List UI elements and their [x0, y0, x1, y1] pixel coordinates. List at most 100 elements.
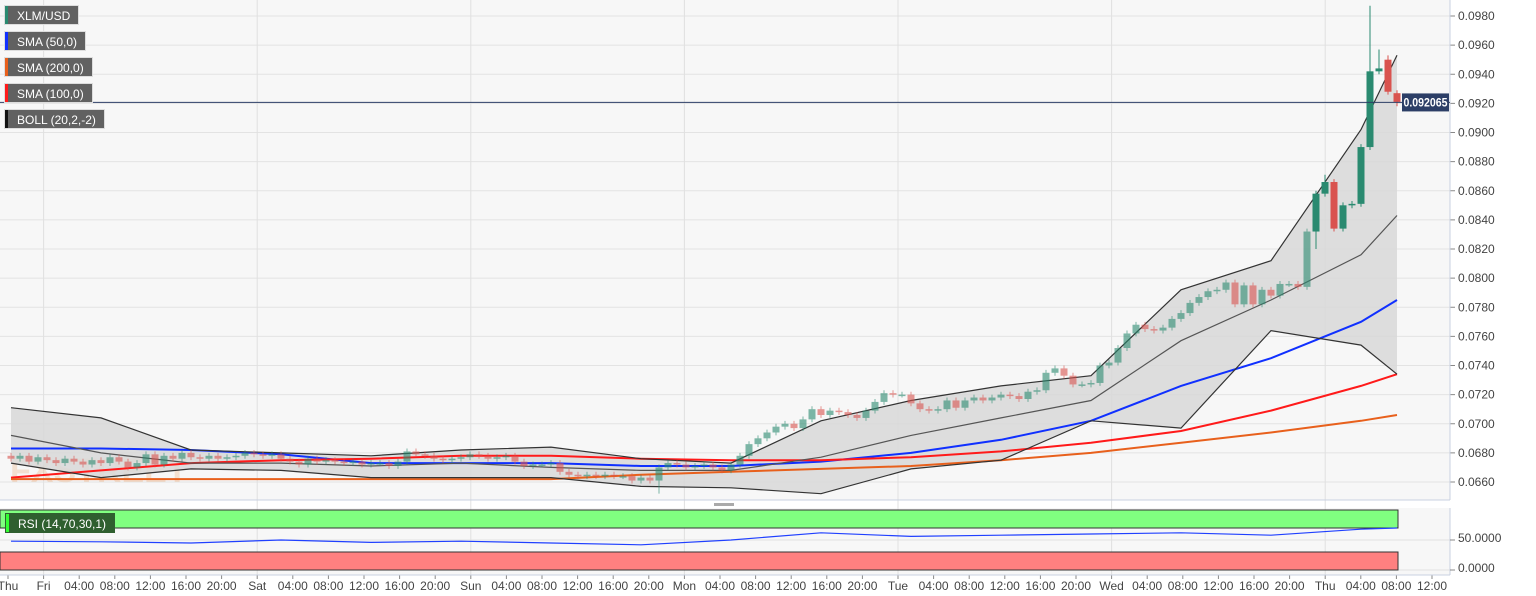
candle	[844, 409, 852, 418]
candle	[70, 455, 78, 465]
candle-body	[1312, 193, 1320, 232]
candle	[376, 460, 384, 466]
candle	[1285, 281, 1293, 287]
candle-body	[61, 458, 69, 464]
legend-xlmusd[interactable]: XLM/USD	[4, 5, 80, 25]
candle-body	[1060, 368, 1068, 376]
candle-body	[70, 458, 78, 462]
candle	[772, 423, 780, 436]
candle-body	[988, 397, 996, 401]
candle-body	[1321, 182, 1329, 194]
candle-body	[619, 476, 627, 478]
y-tick-label: 0.0820	[1458, 242, 1495, 256]
candle-body	[430, 455, 438, 459]
candle	[151, 451, 159, 468]
y-tick-label: 0.0880	[1458, 155, 1495, 169]
candle-body	[277, 454, 285, 459]
y-tick-label: 0.0720	[1458, 388, 1495, 402]
candle	[682, 461, 690, 471]
candle	[1321, 174, 1329, 197]
candle-body	[862, 410, 870, 418]
candle-body	[916, 403, 924, 410]
candle-body	[1285, 283, 1293, 286]
candle	[1060, 365, 1068, 379]
candle-body	[601, 474, 609, 477]
candle	[952, 397, 960, 411]
candle-body	[412, 451, 420, 455]
candle	[331, 457, 339, 465]
candle-body	[727, 464, 735, 471]
candle-body	[358, 461, 366, 465]
candle-body	[124, 461, 132, 468]
candle	[205, 452, 213, 462]
candle-body	[376, 463, 384, 465]
legend-rsi[interactable]: RSI (14,70,30,1)	[5, 513, 116, 533]
candle	[340, 458, 348, 466]
candle	[421, 451, 429, 459]
candle	[916, 400, 924, 413]
candle	[1330, 179, 1338, 232]
candle	[538, 461, 546, 468]
candle	[1105, 359, 1113, 369]
current-price-tag	[1402, 93, 1449, 112]
y-tick-label: 0.0980	[1458, 9, 1495, 23]
candle-body	[889, 393, 897, 395]
legend-boll[interactable]: BOLL (20,2,-2)	[4, 109, 105, 129]
candle-body	[610, 474, 618, 477]
x-tick-label: 04:00	[491, 579, 521, 593]
candle-body	[1330, 182, 1338, 229]
legend-label: SMA (50,0)	[17, 35, 78, 49]
candle	[970, 394, 978, 404]
rsi-tick-label: 50.0000	[1458, 531, 1502, 545]
candle	[988, 394, 996, 404]
rsi-line	[10, 527, 1398, 546]
candle-body	[709, 464, 717, 468]
candle	[1249, 282, 1257, 308]
panel-resize-handle[interactable]	[714, 503, 734, 506]
candle	[304, 455, 312, 468]
candle-body	[97, 460, 105, 464]
candle	[826, 407, 834, 418]
candle-body	[169, 455, 177, 459]
candle	[394, 458, 402, 469]
candle-body	[961, 400, 969, 408]
rsi-oversold-zone	[0, 551, 1399, 571]
candle-body	[871, 401, 879, 411]
candle	[1267, 286, 1275, 299]
candle	[322, 457, 330, 465]
candle	[502, 452, 510, 461]
candle	[853, 412, 861, 421]
candle	[1177, 310, 1185, 322]
candle-body	[817, 409, 825, 416]
candle	[1123, 330, 1131, 351]
candle	[1087, 380, 1095, 388]
candle	[808, 406, 816, 423]
candle	[934, 406, 942, 414]
x-tick-label: 12:00	[563, 579, 593, 593]
candle-body	[250, 452, 258, 455]
legend-color-swatch	[5, 84, 8, 102]
legend-sma50[interactable]: SMA (50,0)	[4, 31, 87, 51]
x-tick-label: Sun	[460, 579, 481, 593]
candle	[277, 451, 285, 462]
y-tick-label: 0.0740	[1458, 359, 1495, 373]
legend-sma100[interactable]: SMA (100,0)	[4, 83, 93, 103]
candle	[664, 460, 672, 471]
candle-body	[1015, 396, 1023, 399]
candle	[907, 391, 915, 407]
candle	[943, 397, 951, 413]
candle-body	[997, 394, 1005, 398]
legend-sma200[interactable]: SMA (200,0)	[4, 57, 93, 77]
candle	[1366, 5, 1374, 150]
candle	[7, 452, 15, 462]
candle-body	[628, 476, 636, 481]
candle-body	[187, 452, 195, 458]
candle-body	[682, 464, 690, 468]
y-tick-label: 0.0920	[1458, 96, 1495, 110]
candle-body	[592, 474, 600, 477]
candle-body	[934, 409, 942, 411]
candle-body	[925, 409, 933, 411]
candle-body	[952, 400, 960, 408]
